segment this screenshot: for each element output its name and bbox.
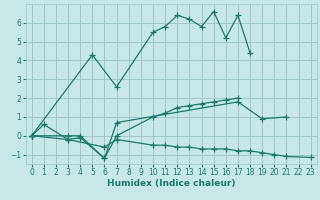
X-axis label: Humidex (Indice chaleur): Humidex (Indice chaleur) [107,179,236,188]
